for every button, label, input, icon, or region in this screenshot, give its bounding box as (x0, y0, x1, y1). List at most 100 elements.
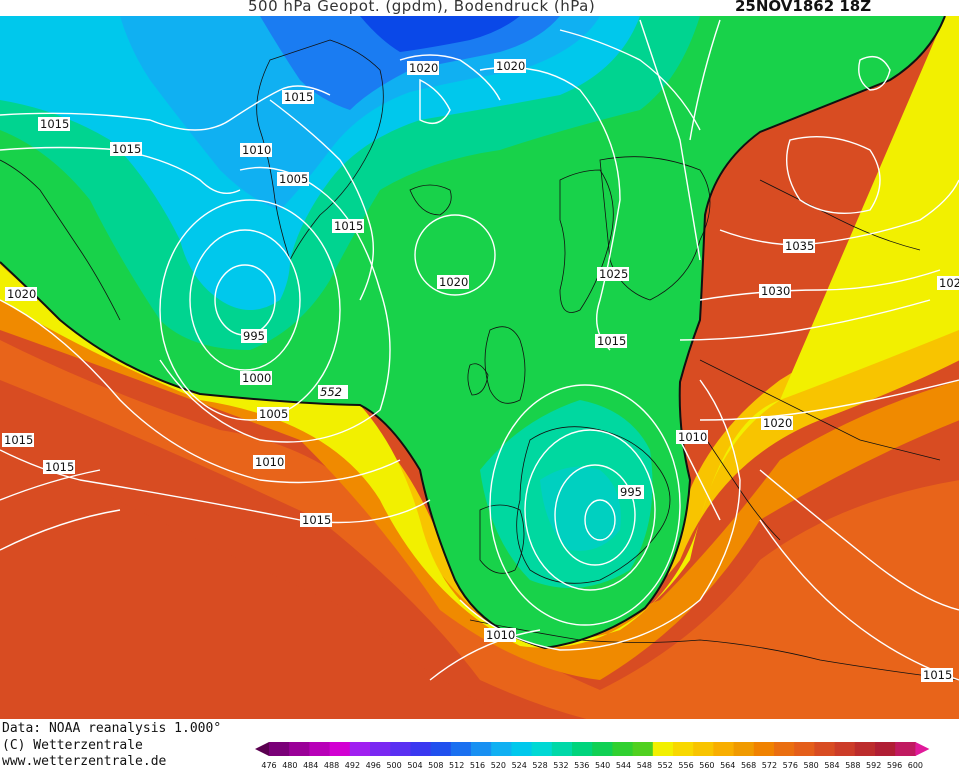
svg-text:1010: 1010 (255, 455, 284, 469)
legend-tick-label: 576 (783, 761, 798, 770)
svg-text:1005: 1005 (279, 172, 308, 186)
svg-text:1015: 1015 (923, 668, 952, 682)
isobar-label: 1005 (277, 172, 309, 186)
region-deep-blue (360, 16, 520, 52)
isobar-label: 1015 (595, 334, 627, 348)
isobar-label: 1010 (676, 430, 708, 444)
chart-date: 25NOV1862 18Z (735, 0, 872, 15)
region-light-blue (120, 16, 600, 210)
data-source-text: Data: NOAA reanalysis 1.000° (2, 721, 222, 736)
svg-text:1015: 1015 (302, 513, 331, 527)
legend-swatch (794, 742, 815, 756)
legend-swatch (652, 742, 674, 756)
legend-swatch (895, 742, 916, 756)
legend-tick-label: 520 (491, 761, 506, 770)
isobar-label: 1000 (240, 371, 272, 385)
legend-swatch (531, 742, 553, 756)
isobar-label: 1010 (484, 628, 516, 642)
legend-swatch (632, 742, 654, 756)
legend-swatch (814, 742, 836, 756)
isobar-label: 1020 (5, 287, 37, 301)
legend-tick-label: 540 (595, 761, 610, 770)
legend-tick-label: 504 (407, 761, 422, 770)
legend-tick-label: 556 (678, 761, 693, 770)
isobar-label: 1015 (332, 219, 364, 233)
legend-swatch (774, 742, 795, 756)
svg-text:1020: 1020 (763, 416, 792, 430)
map-area: 1020 1020 1015 1015 1015 1010 1005 1015 … (0, 16, 959, 719)
legend-swatch (410, 742, 432, 756)
legend-tick-label: 564 (720, 761, 735, 770)
svg-text:1010: 1010 (242, 143, 271, 157)
svg-text:1005: 1005 (259, 407, 288, 421)
legend-swatch (370, 742, 391, 756)
svg-text:1015: 1015 (284, 90, 313, 104)
isobar-label: 1015 (2, 433, 34, 447)
isobar-label: 1010 (253, 455, 285, 469)
legend-tick-label: 572 (762, 761, 777, 770)
isobar-label: 1025 (597, 267, 629, 281)
legend-tick-label: 568 (741, 761, 756, 770)
legend-tick-label: 492 (345, 761, 360, 770)
isobar-label: 1015 (300, 513, 332, 527)
legend-tick-label: 544 (616, 761, 631, 770)
isobar-label: 1005 (257, 407, 289, 421)
legend-swatch (753, 742, 775, 756)
isobar-label: 1015 (282, 90, 314, 104)
legend-tick-label: 524 (512, 761, 527, 770)
isobar-label: 995 (241, 329, 267, 343)
legend-swatch (693, 742, 714, 756)
legend-tick-label: 500 (386, 761, 401, 770)
legend-swatch (834, 742, 856, 756)
svg-text:1010: 1010 (486, 628, 515, 642)
isobar-label: 1020 (494, 59, 526, 73)
geopotential-map: 1020 1020 1015 1015 1015 1010 1005 1015 … (0, 16, 959, 719)
contour-552 (0, 16, 946, 650)
legend-tick-label: 512 (449, 761, 464, 770)
svg-text:1035: 1035 (785, 239, 814, 253)
legend-tick-label: 536 (574, 761, 589, 770)
legend-tick-label: 560 (699, 761, 714, 770)
legend-tick-label: 528 (532, 761, 547, 770)
isobar-label: 1030 (759, 284, 791, 298)
svg-text:1015: 1015 (597, 334, 626, 348)
legend-tick-label: 476 (261, 761, 276, 770)
website-link[interactable]: www.wetterzentrale.de (2, 754, 167, 769)
band-orange-red (0, 340, 959, 719)
isobar-labels: 1020 1020 1015 1015 1015 1010 1005 1015 … (2, 59, 959, 682)
legend-swatch (390, 742, 411, 756)
isobar-label: 1020 (761, 416, 793, 430)
svg-text:1020: 1020 (496, 59, 525, 73)
svg-text:102: 102 (939, 276, 959, 290)
legend-swatch (309, 742, 331, 756)
svg-text:995: 995 (243, 329, 265, 343)
chart-title: 500 hPa Geopot. (gpdm), Bodendruck (hPa) (248, 0, 596, 15)
legend-swatch (551, 742, 573, 756)
isobar-label: 1020 (437, 275, 469, 289)
svg-text:1030: 1030 (761, 284, 790, 298)
legend-tick-label: 516 (470, 761, 485, 770)
legend-tick-label: 532 (553, 761, 568, 770)
isobar-label: 1015 (110, 142, 142, 156)
isobar-label: 1015 (43, 460, 75, 474)
legend-swatch (592, 742, 613, 756)
legend-swatch (713, 742, 735, 756)
legend-swatch (612, 742, 634, 756)
copyright-text: (C) Wetterzentrale (2, 738, 143, 753)
chart-header: 500 hPa Geopot. (gpdm), Bodendruck (hPa)… (0, 0, 959, 16)
svg-text:1015: 1015 (334, 219, 363, 233)
legend-tick-label: 600 (908, 761, 923, 770)
legend-tick-label: 508 (428, 761, 443, 770)
svg-text:1015: 1015 (4, 433, 33, 447)
isobars (0, 19, 959, 681)
svg-text:552: 552 (320, 385, 342, 399)
svg-text:1000: 1000 (242, 371, 271, 385)
legend-ticks: 476 480 484 488 492 496 500 504 508 512 516 520 524 5… (261, 761, 923, 770)
legend-tick-label: 592 (866, 761, 881, 770)
legend-tick-label: 496 (366, 761, 381, 770)
color-legend: 476 480 484 488 492 496 500 504 508 512 516 520 524 5… (255, 742, 930, 770)
legend-swatch (511, 742, 533, 756)
svg-text:1020: 1020 (7, 287, 36, 301)
legend-swatch (289, 742, 310, 756)
isobar-label: 1015 (921, 668, 953, 682)
